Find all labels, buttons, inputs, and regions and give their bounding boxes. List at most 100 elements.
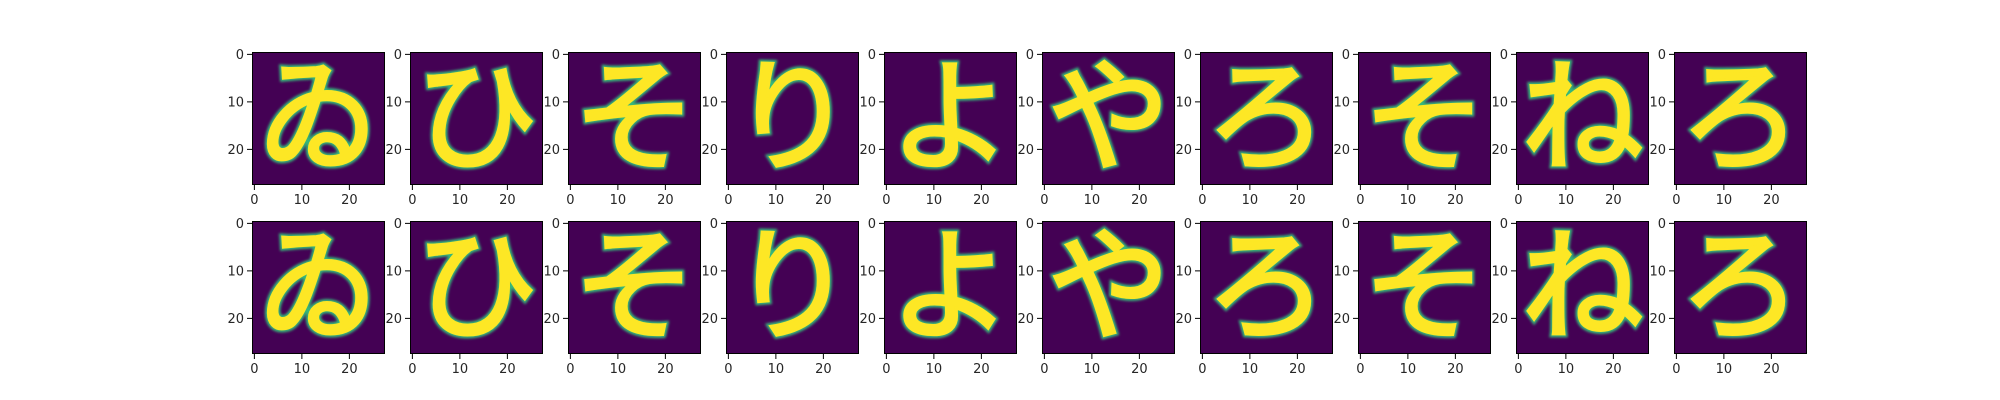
axes-frame [726,221,859,354]
x-tick-label: 20 [973,193,990,208]
y-tick-label: 0 [1184,48,1192,63]
axes-frame [1358,221,1491,354]
y-tick-label: 10 [385,95,402,110]
glyph-halo: ろ [1205,215,1327,358]
x-tick-label: 10 [768,362,785,377]
glyph-core: り [731,215,853,358]
glyph-halo: り [731,46,853,189]
y-tick-label: 0 [552,48,560,63]
x-tick-label: 10 [1084,362,1101,377]
image-background [1516,221,1649,354]
x-tick-label: 0 [1356,193,1364,208]
x-tick-label: 10 [926,193,943,208]
glyph-halo: そ [573,46,695,189]
axes-frame [568,221,701,354]
glyph-core: ろ [1205,215,1327,358]
glyph-core: ね [1521,215,1643,358]
x-tick-label: 10 [610,193,627,208]
glyph-core: ゐ [257,46,379,189]
x-tick-label: 20 [1447,193,1464,208]
glyph-halo: や [1047,46,1169,189]
glyph-core: ゐ [257,215,379,358]
glyph-core: そ [573,215,695,358]
x-tick-label: 20 [341,362,358,377]
x-tick-label: 0 [1040,193,1048,208]
axes-frame [1516,52,1649,185]
x-tick-label: 20 [499,362,516,377]
y-tick-label: 20 [1333,143,1350,158]
x-tick-label: 0 [250,193,258,208]
x-tick-label: 20 [1763,193,1780,208]
x-tick-label: 10 [1716,193,1733,208]
y-tick-label: 0 [1658,217,1666,232]
y-tick-label: 0 [1026,48,1034,63]
image-background [884,52,1017,185]
y-tick-label: 20 [1649,312,1666,327]
x-tick-label: 10 [1558,193,1575,208]
y-tick-label: 20 [227,312,244,327]
y-tick-label: 10 [1649,264,1666,279]
y-tick-label: 0 [236,48,244,63]
x-tick-label: 0 [724,362,732,377]
x-tick-label: 0 [1514,193,1522,208]
y-tick-label: 0 [1026,217,1034,232]
x-tick-label: 0 [250,362,258,377]
y-tick-label: 20 [385,143,402,158]
y-tick-label: 20 [1175,143,1192,158]
image-background [410,52,543,185]
x-tick-label: 10 [452,362,469,377]
image-background [1674,52,1807,185]
glyph-halo: そ [1363,215,1485,358]
image-background [1358,221,1491,354]
axes-frame [1516,221,1649,354]
x-tick-label: 0 [882,362,890,377]
x-tick-label: 0 [724,193,732,208]
y-tick-label: 20 [385,312,402,327]
image-background [568,52,701,185]
glyph-core: や [1047,46,1169,189]
axes-frame [1358,52,1491,185]
x-tick-label: 10 [1716,362,1733,377]
y-tick-label: 20 [701,312,718,327]
y-tick-label: 10 [543,95,560,110]
image-background [252,52,385,185]
x-tick-label: 10 [1400,193,1417,208]
glyph-halo: ひ [415,46,537,189]
glyph-core: り [731,46,853,189]
x-tick-label: 20 [657,193,674,208]
x-tick-label: 20 [1605,193,1622,208]
glyph-halo: そ [573,215,695,358]
x-tick-label: 0 [1514,362,1522,377]
glyph-core: ね [1521,46,1643,189]
y-tick-label: 10 [1649,95,1666,110]
x-tick-label: 10 [1242,193,1259,208]
x-tick-label: 20 [341,193,358,208]
y-tick-label: 0 [1342,48,1350,63]
axes-frame [726,52,859,185]
glyph-core: ひ [415,46,537,189]
image-background [726,221,859,354]
y-tick-label: 0 [552,217,560,232]
x-tick-label: 10 [610,362,627,377]
y-tick-label: 10 [1333,95,1350,110]
y-tick-label: 0 [1500,217,1508,232]
image-background [1200,52,1333,185]
x-tick-label: 20 [1447,362,1464,377]
x-tick-label: 0 [1198,362,1206,377]
glyph-halo: ね [1521,215,1643,358]
x-tick-label: 10 [294,193,311,208]
image-background [1042,52,1175,185]
y-tick-label: 20 [1017,312,1034,327]
image-background [1042,221,1175,354]
